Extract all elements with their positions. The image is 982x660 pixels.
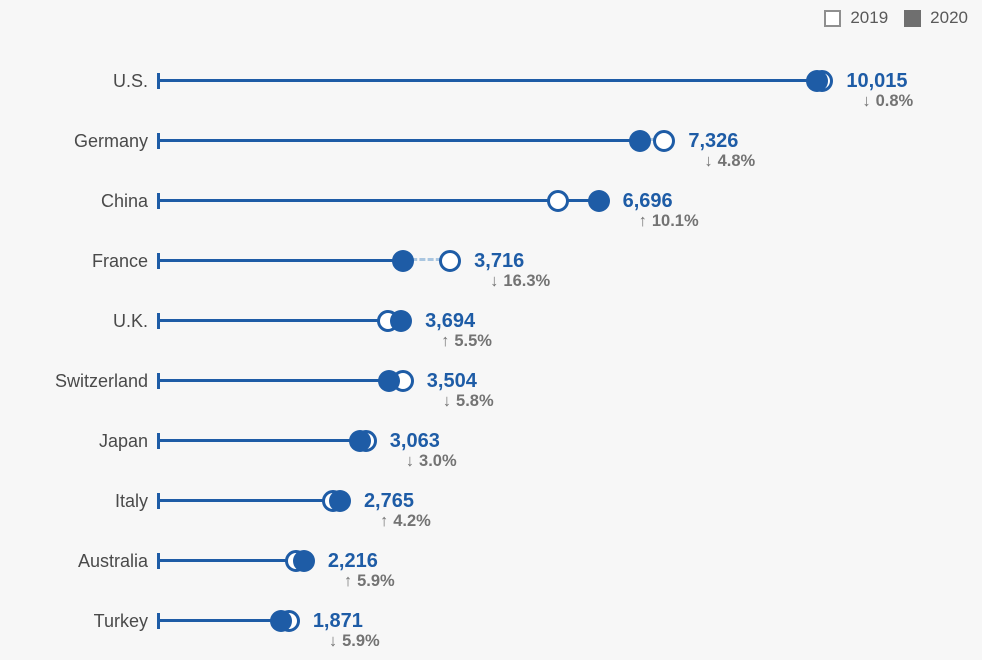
dot-2020[interactable] bbox=[806, 70, 828, 92]
change-percent-text: 16.3% bbox=[503, 272, 551, 290]
chart-row: Australia 2,216 ↑ 5.9% bbox=[0, 531, 982, 591]
dot-2020[interactable] bbox=[391, 250, 414, 272]
change-label: ↑ 5.9% bbox=[344, 572, 395, 590]
row-line-solid bbox=[158, 559, 304, 562]
change-label: ↓ 16.3% bbox=[490, 272, 550, 290]
change-label: ↓ 3.0% bbox=[406, 452, 457, 470]
legend: 2019 2020 bbox=[824, 8, 968, 28]
row-line-solid bbox=[158, 379, 389, 382]
trend-down-icon: ↓ bbox=[862, 92, 871, 110]
value-label: 3,063 bbox=[389, 430, 440, 452]
row-label: France bbox=[91, 251, 148, 271]
chart-row: Switzerland 3,504 ↓ 5.8% bbox=[0, 351, 982, 411]
change-percent-text: 4.8% bbox=[717, 152, 756, 170]
row-label: Italy bbox=[114, 491, 148, 511]
row-line-solid bbox=[158, 79, 817, 82]
row-line-dashed bbox=[402, 258, 451, 261]
trend-down-icon: ↓ bbox=[442, 392, 452, 410]
value-label: 2,765 bbox=[363, 490, 414, 512]
dot-2020[interactable] bbox=[377, 370, 400, 392]
row-line-solid bbox=[158, 619, 282, 622]
chart-row: U.S. 10,015 ↓ 0.8% bbox=[0, 51, 982, 111]
value-label: 3,694 bbox=[425, 310, 476, 332]
row-label: U.K. bbox=[112, 311, 148, 331]
chart-row: U.K. 3,694 ↑ 5.5% bbox=[0, 291, 982, 351]
row-label: U.S. bbox=[112, 71, 148, 91]
trend-up-icon: ↑ bbox=[343, 572, 353, 590]
trend-down-icon: ↓ bbox=[490, 272, 499, 290]
change-percent-text: 3.0% bbox=[419, 452, 457, 470]
chart-row: Italy 2,765 ↑ 4.2% bbox=[0, 471, 982, 531]
change-percent-text: 0.8% bbox=[875, 92, 914, 110]
row-label: Australia bbox=[77, 551, 148, 571]
change-percent-text: 5.9% bbox=[342, 632, 380, 650]
dot-2019[interactable] bbox=[653, 130, 676, 152]
dot-2020[interactable] bbox=[629, 130, 652, 152]
legend-label-2019: 2019 bbox=[850, 8, 889, 27]
value-label: 7,326 bbox=[688, 130, 739, 152]
trend-up-icon: ↑ bbox=[441, 332, 450, 350]
legend-item-2019[interactable]: 2019 bbox=[824, 8, 888, 28]
chart-row: France 3,716 ↓ 16.3% bbox=[0, 231, 982, 291]
row-line-solid bbox=[158, 499, 340, 502]
row-label: Japan bbox=[98, 431, 148, 451]
change-percent-text: 5.8% bbox=[456, 392, 494, 410]
row-label: Turkey bbox=[93, 611, 148, 631]
row-line-solid bbox=[158, 139, 641, 142]
row-label: China bbox=[100, 191, 148, 211]
chart-row: Turkey 1,871 ↓ 5.9% bbox=[0, 591, 982, 651]
value-label: 3,504 bbox=[426, 370, 477, 392]
value-label: 6,696 bbox=[622, 190, 673, 212]
dot-2020[interactable] bbox=[328, 490, 351, 512]
dot-2020[interactable] bbox=[348, 430, 371, 452]
dot-2019[interactable] bbox=[439, 250, 462, 272]
dot-2019[interactable] bbox=[547, 190, 570, 212]
value-label: 10,015 bbox=[846, 70, 908, 92]
trend-down-icon: ↓ bbox=[405, 452, 415, 470]
change-percent-text: 4.2% bbox=[393, 512, 431, 530]
change-label: ↓ 0.8% bbox=[862, 92, 913, 110]
trend-up-icon: ↑ bbox=[379, 512, 389, 530]
trend-down-icon: ↓ bbox=[704, 152, 713, 170]
chart-row: Germany 7,326 ↓ 4.8% bbox=[0, 111, 982, 171]
row-label: Germany bbox=[73, 131, 148, 151]
change-label: ↑ 5.5% bbox=[441, 332, 492, 350]
dot-2020[interactable] bbox=[390, 310, 413, 332]
change-label: ↓ 4.8% bbox=[704, 152, 755, 170]
dot-2020[interactable] bbox=[292, 550, 315, 572]
row-line-solid bbox=[158, 199, 599, 202]
chart-row: Japan 3,063 ↓ 3.0% bbox=[0, 411, 982, 471]
value-label: 2,216 bbox=[327, 550, 378, 572]
change-percent-text: 5.5% bbox=[454, 332, 492, 350]
chart-row: China 6,696 ↑ 10.1% bbox=[0, 171, 982, 231]
row-line-solid bbox=[158, 259, 403, 262]
value-label: 1,871 bbox=[312, 610, 363, 632]
change-label: ↓ 5.8% bbox=[443, 392, 494, 410]
dot-2020[interactable] bbox=[270, 610, 293, 632]
legend-filled-square-icon bbox=[904, 9, 922, 27]
legend-open-square-icon bbox=[824, 9, 842, 27]
legend-label-2020: 2020 bbox=[930, 8, 968, 27]
change-label: ↓ 5.9% bbox=[329, 632, 380, 650]
change-label: ↑ 4.2% bbox=[380, 512, 431, 530]
change-label: ↑ 10.1% bbox=[639, 212, 699, 230]
row-line-dashed bbox=[640, 138, 665, 141]
change-percent-text: 5.9% bbox=[357, 572, 395, 590]
row-line-solid bbox=[158, 439, 360, 442]
change-percent-text: 10.1% bbox=[651, 212, 699, 230]
trend-up-icon: ↑ bbox=[638, 212, 647, 230]
dot-2020[interactable] bbox=[587, 190, 610, 212]
trend-down-icon: ↓ bbox=[328, 632, 338, 650]
value-label: 3,716 bbox=[474, 250, 525, 272]
row-label: Switzerland bbox=[54, 371, 148, 391]
legend-item-2020[interactable]: 2020 bbox=[904, 8, 968, 28]
row-line-solid bbox=[158, 319, 402, 322]
